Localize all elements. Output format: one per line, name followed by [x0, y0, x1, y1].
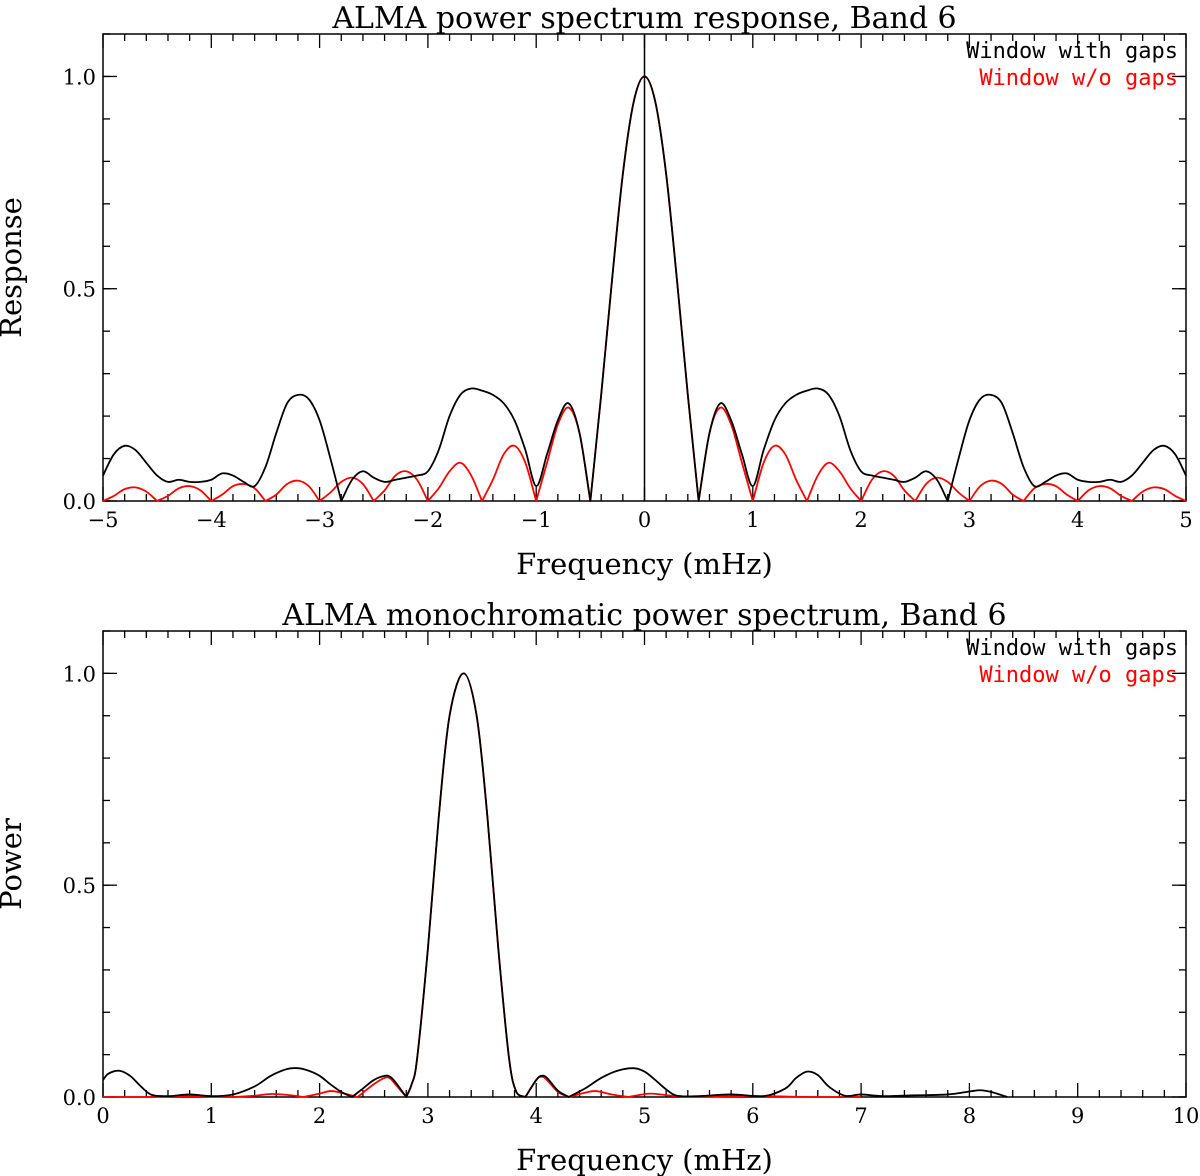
- y-tick-label: 0.5: [63, 278, 96, 302]
- x-tick-label: 9: [1071, 1104, 1084, 1128]
- x-tick-label: 0: [638, 508, 651, 532]
- chart-title: ALMA monochromatic power spectrum, Band …: [281, 598, 1006, 633]
- x-tick-label: −4: [196, 508, 227, 532]
- plot-frame: [102, 630, 1187, 1098]
- chart-panel-1: ALMA power spectrum response, Band 6 −5 −4…: [0, 1, 1193, 581]
- legend-entry-1: Window with gaps: [966, 636, 1178, 661]
- x-tick-label: 4: [530, 1104, 543, 1128]
- chart-title: ALMA power spectrum response, Band 6: [331, 1, 956, 36]
- y-tick-label: 0.0: [63, 1086, 96, 1110]
- x-tick-label: 2: [313, 1104, 326, 1128]
- series-line-1: [102, 75, 1187, 502]
- x-tick-label: 5: [1179, 508, 1192, 532]
- legend-entry-2: Window w/o gaps: [979, 663, 1178, 688]
- x-tick-label: 7: [854, 1104, 867, 1128]
- y-tick-label: 1.0: [63, 662, 96, 686]
- x-tick-label: 2: [854, 508, 867, 532]
- x-axis-label: Frequency (mHz): [516, 547, 773, 581]
- y-tick-label: 0.0: [63, 490, 96, 514]
- x-tick-label: 3: [421, 1104, 434, 1128]
- x-tick-label: 5: [638, 1104, 651, 1128]
- x-tick-label: 6: [746, 1104, 759, 1128]
- y-tick-label: 1.0: [63, 65, 96, 89]
- legend-entry-2: Window w/o gaps: [979, 66, 1178, 91]
- series-line-2: [103, 672, 862, 1098]
- x-tick-label: −1: [521, 508, 552, 532]
- y-axis-label: Power: [0, 818, 28, 910]
- x-tick-label: 10: [1173, 1104, 1200, 1128]
- y-axis-label: Response: [0, 197, 28, 338]
- x-tick-label: −3: [304, 508, 335, 532]
- legend-entry-1: Window with gaps: [966, 39, 1178, 64]
- x-tick-label: −5: [88, 508, 119, 532]
- x-axis-label: Frequency (mHz): [516, 1143, 773, 1176]
- x-tick-label: 1: [746, 508, 759, 532]
- y-tick-label: 0.5: [63, 874, 96, 898]
- x-tick-label: 0: [96, 1104, 109, 1128]
- x-tick-label: 8: [963, 1104, 976, 1128]
- series-line-1: [102, 672, 1008, 1098]
- x-tick-label: 4: [1071, 508, 1084, 532]
- x-tick-label: −2: [412, 508, 443, 532]
- x-tick-label: 1: [205, 1104, 218, 1128]
- x-tick-label: 3: [963, 508, 976, 532]
- chart-panel-2: ALMA monochromatic power spectrum, Band …: [0, 598, 1199, 1176]
